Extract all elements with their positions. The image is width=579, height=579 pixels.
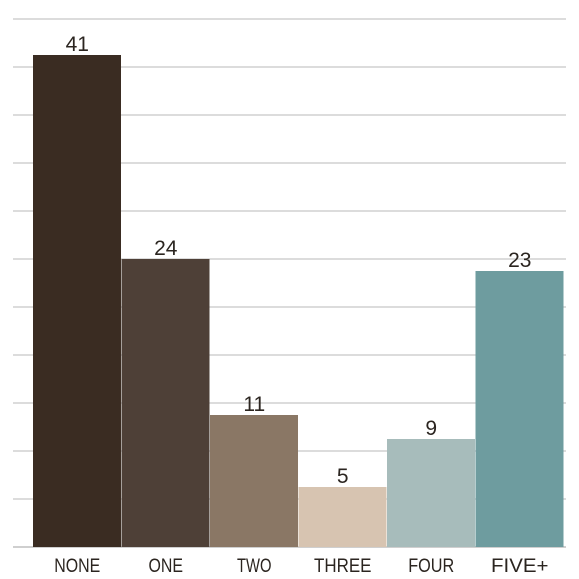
bar-value-label: 5 xyxy=(337,465,349,488)
bar-value-label: 23 xyxy=(508,249,531,272)
bar-two xyxy=(210,415,298,547)
x-tick-label: NONE xyxy=(54,556,100,577)
x-tick-label: THREE xyxy=(314,556,372,577)
bar-four xyxy=(387,439,475,547)
bar-five xyxy=(475,271,564,547)
bar-value-label: 41 xyxy=(66,33,89,56)
value-labels: 41 24 11 5 9 23 xyxy=(66,33,532,488)
bar-value-label: 11 xyxy=(243,393,265,416)
bars xyxy=(33,55,564,547)
x-axis-tick-labels: NONE ONE TWO THREE FOUR FIVE+ xyxy=(54,556,548,577)
bar-three xyxy=(298,487,387,547)
bar-value-label: 24 xyxy=(154,237,178,260)
bar-value-label: 9 xyxy=(425,417,437,440)
x-tick-label: FIVE+ xyxy=(491,556,549,577)
x-tick-label: TWO xyxy=(237,556,272,577)
bar-none xyxy=(33,55,121,547)
bar-one xyxy=(121,259,210,547)
x-tick-label: FOUR xyxy=(408,556,454,577)
x-tick-label: ONE xyxy=(149,556,184,577)
